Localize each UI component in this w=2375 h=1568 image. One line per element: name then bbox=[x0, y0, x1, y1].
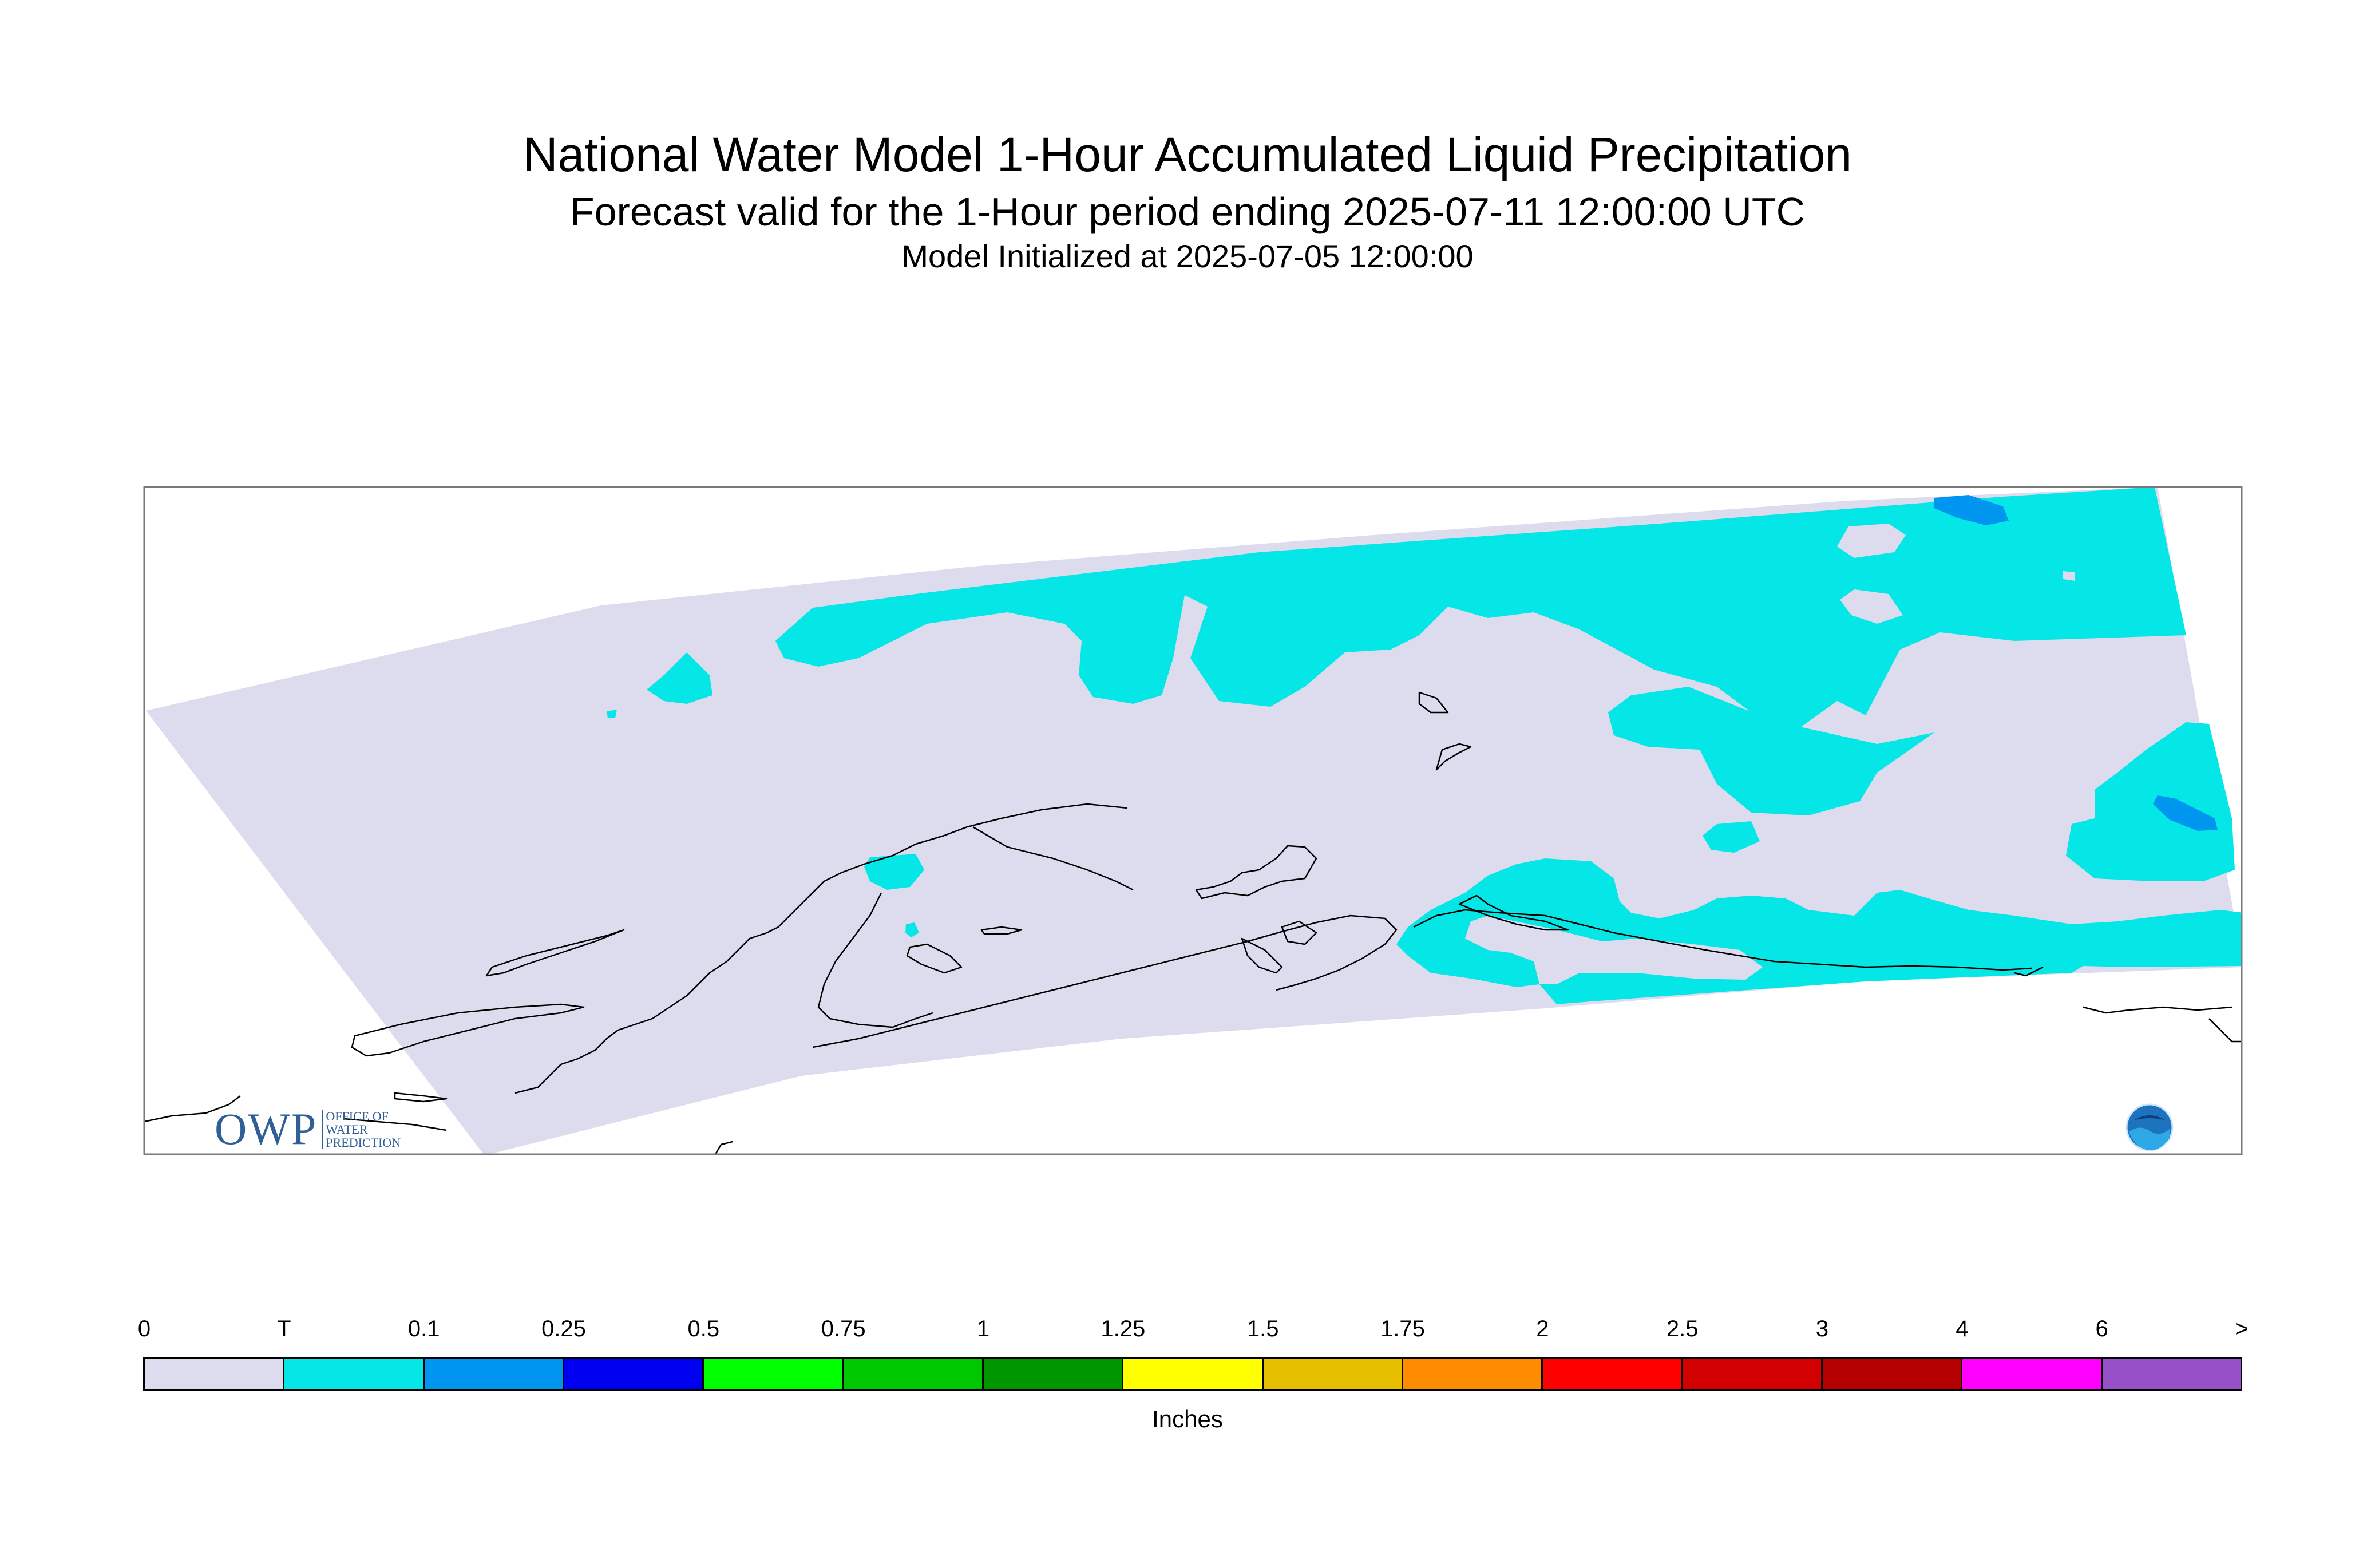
color-legend bbox=[143, 1357, 2242, 1391]
legend-swatch bbox=[2102, 1359, 2241, 1389]
legend-tick-label: 0.75 bbox=[821, 1316, 866, 1341]
legend-tick-label: 4 bbox=[1956, 1316, 1969, 1341]
legend-tick-label: T bbox=[277, 1316, 291, 1341]
legend-swatch bbox=[1123, 1359, 1264, 1389]
legend-tick-label: 2.5 bbox=[1666, 1316, 1699, 1341]
legend-tick-label: 1 bbox=[976, 1316, 990, 1341]
light-precip-areas bbox=[1934, 495, 2218, 831]
legend-swatch bbox=[1822, 1359, 1963, 1389]
legend-swatch bbox=[1683, 1359, 1823, 1389]
owp-logo-mark: OWP bbox=[215, 1104, 318, 1154]
legend-tick-label: 0.1 bbox=[407, 1316, 440, 1341]
legend-swatch bbox=[564, 1359, 704, 1389]
legend-swatch bbox=[284, 1359, 425, 1389]
legend-tick-label: 6 bbox=[2095, 1316, 2108, 1341]
legend-tick-label: 3 bbox=[1815, 1316, 1829, 1341]
legend-swatch bbox=[1263, 1359, 1403, 1389]
legend-swatch bbox=[1543, 1359, 1683, 1389]
legend-tick-label: 1.25 bbox=[1101, 1316, 1146, 1341]
map-frame bbox=[143, 486, 2243, 1155]
legend-swatch bbox=[145, 1359, 285, 1389]
forecast-valid-line: Forecast valid for the 1-Hour period end… bbox=[569, 189, 1806, 234]
noaa-logo bbox=[2125, 1103, 2174, 1151]
legend-tick-label: > bbox=[2235, 1316, 2249, 1341]
owp-logo-text: OFFICE OF WATER PREDICTION bbox=[322, 1109, 401, 1149]
no-precip-islands bbox=[1465, 524, 2075, 984]
legend-swatch bbox=[844, 1359, 984, 1389]
legend-swatch bbox=[983, 1359, 1124, 1389]
legend-swatch bbox=[1962, 1359, 2103, 1389]
legend-tick-label: 2 bbox=[1536, 1316, 1549, 1341]
owp-logo: OWP OFFICE OF WATER PREDICTION bbox=[215, 1103, 401, 1155]
model-init-line: Model Initialized at 2025-07-05 12:00:00 bbox=[901, 238, 1474, 274]
legend-swatch bbox=[424, 1359, 564, 1389]
legend-tick-label: 1.75 bbox=[1380, 1316, 1425, 1341]
legend-swatch bbox=[1403, 1359, 1543, 1389]
legend-swatch bbox=[704, 1359, 844, 1389]
map-title: National Water Model 1-Hour Accumulated … bbox=[522, 128, 1852, 181]
legend-tick-label: 0.5 bbox=[687, 1316, 720, 1341]
legend-tick-label: 0.25 bbox=[541, 1316, 586, 1341]
legend-tick-label: 1.5 bbox=[1246, 1316, 1279, 1341]
legend-tick-label: 0 bbox=[137, 1316, 151, 1341]
legend-units: Inches bbox=[1152, 1405, 1223, 1432]
coastlines bbox=[144, 691, 2242, 1154]
